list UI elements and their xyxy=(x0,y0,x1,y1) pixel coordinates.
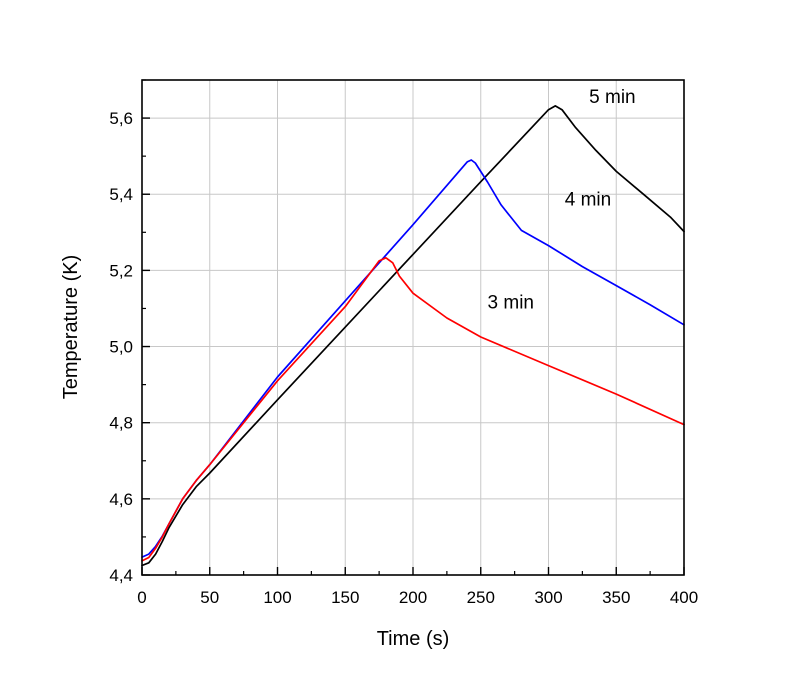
y-tick-label: 4,6 xyxy=(109,490,133,509)
x-tick-label: 400 xyxy=(670,588,698,607)
x-tick-labels: 0 50 100 150 200 250 300 350 400 xyxy=(137,588,698,607)
x-axis-label: Time (s) xyxy=(377,628,450,650)
axis-ticks xyxy=(141,79,685,576)
x-tick-label: 200 xyxy=(399,588,427,607)
series-line-5-min xyxy=(141,105,685,567)
series-label-4-min: 4 min xyxy=(565,190,611,211)
x-tick-label: 50 xyxy=(200,588,219,607)
y-axis-label: Temperature (K) xyxy=(60,255,82,400)
series-label-3-min: 3 min xyxy=(488,292,534,313)
y-tick-label: 4,4 xyxy=(109,566,133,585)
series-label-5-min: 5 min xyxy=(589,87,635,108)
series-line-3-min xyxy=(141,256,685,562)
x-tick-label: 0 xyxy=(137,588,146,607)
y-tick-label: 5,0 xyxy=(109,338,133,357)
y-tick-label: 5,2 xyxy=(109,261,133,280)
y-tick-labels: 4,4 4,6 4,8 5,0 5,2 5,4 5,6 xyxy=(109,109,133,585)
x-tick-label: 100 xyxy=(263,588,291,607)
series-annotations: 5 min 4 min 3 min xyxy=(488,87,636,314)
series-lines xyxy=(141,105,685,567)
y-tick-label: 5,6 xyxy=(109,109,133,128)
grid-lines xyxy=(142,80,684,575)
x-tick-label: 250 xyxy=(467,588,495,607)
y-tick-label: 5,4 xyxy=(109,185,133,204)
x-tick-label: 300 xyxy=(534,588,562,607)
y-tick-label: 4,8 xyxy=(109,414,133,433)
x-tick-label: 350 xyxy=(602,588,630,607)
x-tick-label: 150 xyxy=(331,588,359,607)
